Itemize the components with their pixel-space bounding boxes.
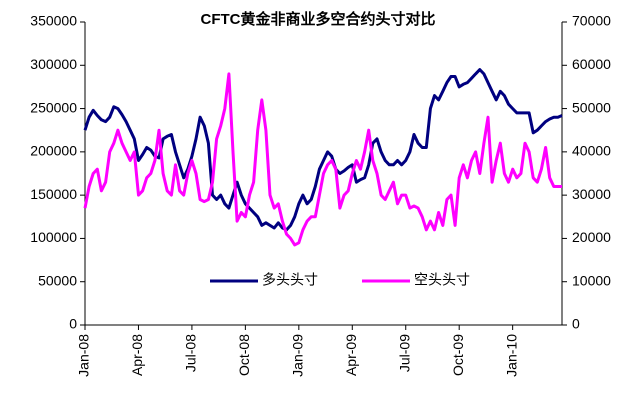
x-tick-label: Jan-10 [503,334,519,377]
x-tick-label: Jul-08 [183,334,199,372]
x-tick-label: Apr-09 [343,334,359,376]
legend-label: 空头头寸 [414,272,470,288]
y-tick-label: 300000 [30,56,77,72]
series-line [83,68,563,232]
y2-tick-label: 10000 [572,272,611,288]
y-tick-label: 200000 [30,143,77,159]
y2-tick-label: 20000 [572,229,611,245]
series-line [83,72,562,247]
x-tick-label: Jan-08 [76,334,92,377]
y2-tick-label: 40000 [572,143,611,159]
y-tick-label: 350000 [30,13,77,29]
y-tick-label: 100000 [30,229,77,245]
y-tick-label: 150000 [30,186,77,202]
y2-tick-label: 50000 [572,99,611,115]
y2-tick-label: 0 [572,316,580,332]
y2-tick-label: 60000 [572,56,611,72]
y2-tick-label: 70000 [572,13,611,29]
chart-title: CFTC黄金非商业多空合约头寸对比 [201,10,436,28]
y-tick-label: 50000 [38,272,77,288]
y-tick-label: 250000 [30,99,77,115]
y-tick-label: 0 [69,316,77,332]
legend-label: 多头头寸 [262,272,318,288]
x-tick-label: Jan-09 [290,334,306,377]
x-tick-label: Oct-08 [236,334,252,376]
x-tick-label: Oct-09 [450,334,466,376]
x-tick-label: Jul-09 [396,334,412,372]
x-tick-label: Apr-08 [129,334,145,376]
y2-tick-label: 30000 [572,186,611,202]
